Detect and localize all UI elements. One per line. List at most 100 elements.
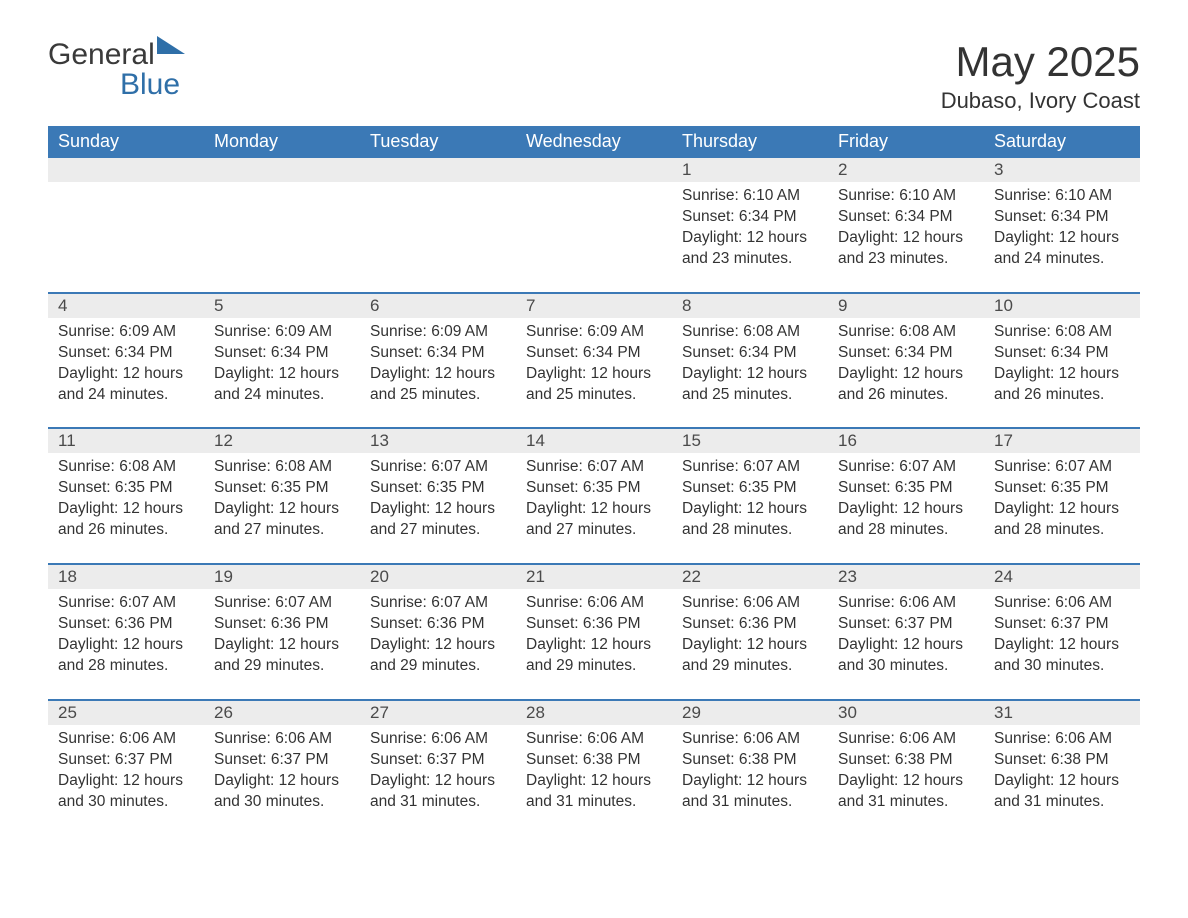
calendar: SundayMondayTuesdayWednesdayThursdayFrid… [48, 126, 1140, 834]
day-header: Monday [204, 126, 360, 158]
day-headers-row: SundayMondayTuesdayWednesdayThursdayFrid… [48, 126, 1140, 158]
day-body: Sunrise: 6:06 AMSunset: 6:37 PMDaylight:… [204, 725, 360, 813]
sunrise-label: Sunrise: [994, 323, 1051, 340]
sunrise-line: Sunrise: 6:08 AM [838, 322, 974, 343]
day-number-row: 1 [672, 158, 828, 182]
daylight-label: Daylight: [526, 636, 586, 653]
sunset-value: 6:34 PM [1051, 344, 1109, 361]
day-number-row: 31 [984, 701, 1140, 725]
sunrise-label: Sunrise: [682, 730, 739, 747]
day-cell: 2Sunrise: 6:10 AMSunset: 6:34 PMDaylight… [828, 158, 984, 292]
sunrise-value: 6:07 AM [275, 594, 332, 611]
day-number: 8 [672, 296, 691, 316]
day-cell: 7Sunrise: 6:09 AMSunset: 6:34 PMDaylight… [516, 294, 672, 428]
day-body: Sunrise: 6:08 AMSunset: 6:34 PMDaylight:… [828, 318, 984, 406]
sunrise-label: Sunrise: [526, 594, 583, 611]
week-row: 18Sunrise: 6:07 AMSunset: 6:36 PMDayligh… [48, 563, 1140, 699]
day-number-row: 22 [672, 565, 828, 589]
daylight-label: Daylight: [994, 365, 1054, 382]
sunset-label: Sunset: [370, 344, 423, 361]
daylight-label: Daylight: [682, 772, 742, 789]
day-body [360, 182, 516, 186]
day-number-row: 24 [984, 565, 1140, 589]
sunset-line: Sunset: 6:35 PM [526, 478, 662, 499]
sunrise-label: Sunrise: [682, 323, 739, 340]
day-cell: 24Sunrise: 6:06 AMSunset: 6:37 PMDayligh… [984, 565, 1140, 699]
sunrise-line: Sunrise: 6:06 AM [526, 729, 662, 750]
day-number-row: 8 [672, 294, 828, 318]
day-cell: 30Sunrise: 6:06 AMSunset: 6:38 PMDayligh… [828, 701, 984, 835]
day-body: Sunrise: 6:07 AMSunset: 6:35 PMDaylight:… [672, 453, 828, 541]
sunrise-value: 6:10 AM [899, 187, 956, 204]
day-cell [360, 158, 516, 292]
sunrise-label: Sunrise: [370, 594, 427, 611]
sunset-line: Sunset: 6:34 PM [994, 207, 1130, 228]
sunrise-value: 6:08 AM [275, 458, 332, 475]
sunrise-line: Sunrise: 6:08 AM [994, 322, 1130, 343]
day-cell: 20Sunrise: 6:07 AMSunset: 6:36 PMDayligh… [360, 565, 516, 699]
sunrise-value: 6:07 AM [1055, 458, 1112, 475]
sunrise-value: 6:06 AM [1055, 594, 1112, 611]
sunrise-label: Sunrise: [994, 458, 1051, 475]
sunrise-value: 6:09 AM [119, 323, 176, 340]
sunrise-value: 6:07 AM [119, 594, 176, 611]
day-number-row: 23 [828, 565, 984, 589]
page-subtitle: Dubaso, Ivory Coast [941, 88, 1140, 114]
daylight-line: Daylight: 12 hours and 29 minutes. [526, 635, 662, 677]
day-cell: 11Sunrise: 6:08 AMSunset: 6:35 PMDayligh… [48, 429, 204, 563]
sunrise-value: 6:07 AM [431, 458, 488, 475]
sunset-label: Sunset: [526, 615, 579, 632]
day-body: Sunrise: 6:07 AMSunset: 6:36 PMDaylight:… [48, 589, 204, 677]
sunrise-line: Sunrise: 6:06 AM [682, 593, 818, 614]
day-number: 10 [984, 296, 1013, 316]
day-cell: 9Sunrise: 6:08 AMSunset: 6:34 PMDaylight… [828, 294, 984, 428]
day-body: Sunrise: 6:09 AMSunset: 6:34 PMDaylight:… [48, 318, 204, 406]
sunrise-value: 6:08 AM [899, 323, 956, 340]
daylight-label: Daylight: [994, 636, 1054, 653]
sunset-line: Sunset: 6:38 PM [526, 750, 662, 771]
sunset-label: Sunset: [994, 208, 1047, 225]
sunset-line: Sunset: 6:35 PM [838, 478, 974, 499]
header: General Blue May 2025 Dubaso, Ivory Coas… [48, 40, 1140, 114]
day-number-row: 13 [360, 429, 516, 453]
sunset-line: Sunset: 6:35 PM [370, 478, 506, 499]
day-body: Sunrise: 6:07 AMSunset: 6:35 PMDaylight:… [360, 453, 516, 541]
daylight-label: Daylight: [58, 365, 118, 382]
day-body: Sunrise: 6:08 AMSunset: 6:34 PMDaylight:… [984, 318, 1140, 406]
sunset-label: Sunset: [994, 479, 1047, 496]
sunset-value: 6:34 PM [739, 208, 797, 225]
sunrise-value: 6:10 AM [743, 187, 800, 204]
sunrise-line: Sunrise: 6:07 AM [994, 457, 1130, 478]
day-number-row: 19 [204, 565, 360, 589]
day-number-row: 15 [672, 429, 828, 453]
day-number-row: 10 [984, 294, 1140, 318]
sunset-label: Sunset: [526, 479, 579, 496]
sunset-label: Sunset: [838, 344, 891, 361]
day-cell: 23Sunrise: 6:06 AMSunset: 6:37 PMDayligh… [828, 565, 984, 699]
sunset-value: 6:36 PM [739, 615, 797, 632]
day-number: 24 [984, 567, 1013, 587]
sunset-label: Sunset: [58, 751, 111, 768]
day-cell: 1Sunrise: 6:10 AMSunset: 6:34 PMDaylight… [672, 158, 828, 292]
sunrise-label: Sunrise: [838, 458, 895, 475]
daylight-label: Daylight: [838, 229, 898, 246]
day-cell: 4Sunrise: 6:09 AMSunset: 6:34 PMDaylight… [48, 294, 204, 428]
daylight-line: Daylight: 12 hours and 23 minutes. [682, 228, 818, 270]
day-cell: 17Sunrise: 6:07 AMSunset: 6:35 PMDayligh… [984, 429, 1140, 563]
day-number: 18 [48, 567, 77, 587]
day-cell [48, 158, 204, 292]
sunrise-label: Sunrise: [58, 594, 115, 611]
sunrise-value: 6:06 AM [743, 594, 800, 611]
day-body: Sunrise: 6:08 AMSunset: 6:35 PMDaylight:… [204, 453, 360, 541]
sunrise-label: Sunrise: [838, 187, 895, 204]
day-number: 23 [828, 567, 857, 587]
sunrise-line: Sunrise: 6:08 AM [58, 457, 194, 478]
sunrise-line: Sunrise: 6:07 AM [838, 457, 974, 478]
day-body: Sunrise: 6:10 AMSunset: 6:34 PMDaylight:… [984, 182, 1140, 270]
sunset-line: Sunset: 6:36 PM [526, 614, 662, 635]
page-title: May 2025 [941, 40, 1140, 84]
daylight-line: Daylight: 12 hours and 26 minutes. [58, 499, 194, 541]
sunset-value: 6:36 PM [427, 615, 485, 632]
daylight-line: Daylight: 12 hours and 30 minutes. [214, 771, 350, 813]
day-number: 4 [48, 296, 67, 316]
